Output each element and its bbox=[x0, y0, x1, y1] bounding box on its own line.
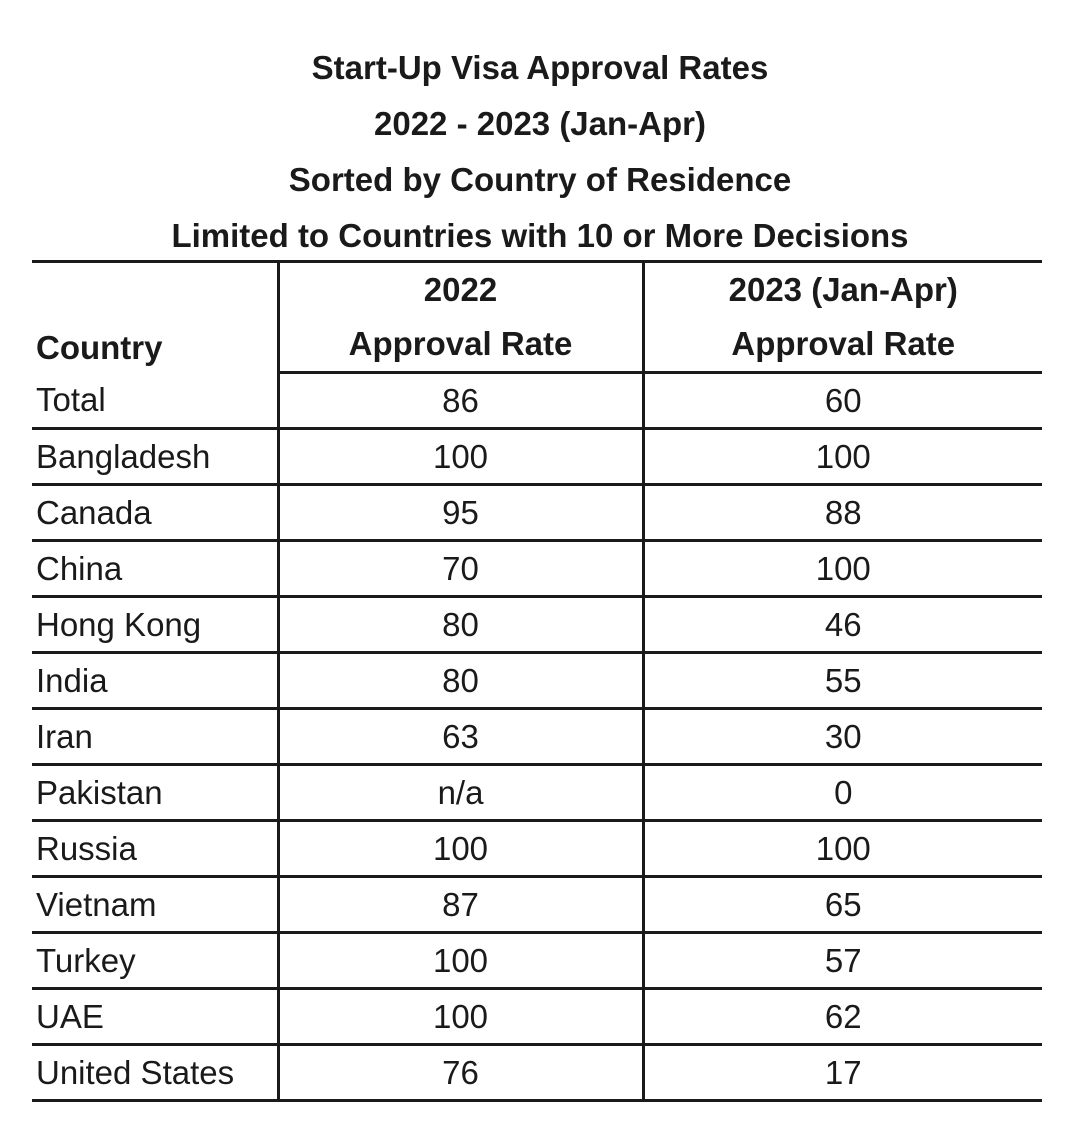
rate-2022-cell: 100 bbox=[276, 988, 643, 1046]
table-row: Bangladesh 100 100 bbox=[32, 428, 1042, 486]
country-cell: Iran bbox=[32, 708, 278, 766]
rate-2023-cell: 88 bbox=[641, 484, 1042, 542]
rate-2022-cell: 63 bbox=[276, 708, 643, 766]
rate-2023-cell: 30 bbox=[641, 708, 1042, 766]
country-cell: Canada bbox=[32, 484, 278, 542]
country-cell: Bangladesh bbox=[32, 428, 278, 486]
country-cell: India bbox=[32, 652, 278, 710]
rate-2023-cell: 100 bbox=[641, 820, 1042, 878]
country-cell: Turkey bbox=[32, 932, 278, 990]
rate-2022-cell: 100 bbox=[276, 428, 643, 486]
country-cell: UAE bbox=[32, 988, 278, 1046]
approval-rate-table: Country 2022 2023 (Jan-Apr) Approval Rat… bbox=[32, 260, 1042, 1102]
rate-2023-cell: 57 bbox=[641, 932, 1042, 990]
country-cell: Total bbox=[32, 372, 278, 430]
rate-2022-cell: n/a bbox=[276, 764, 643, 822]
rate-2022-cell: 80 bbox=[276, 596, 643, 654]
rate-2023-cell: 60 bbox=[641, 372, 1042, 430]
header-country: Country bbox=[32, 260, 278, 373]
table-row: Pakistan n/a 0 bbox=[32, 764, 1042, 822]
rate-2022-cell: 86 bbox=[276, 372, 643, 430]
table-header: Country 2022 2023 (Jan-Apr) Approval Rat… bbox=[32, 260, 1042, 374]
rate-2022-cell: 70 bbox=[276, 540, 643, 598]
table-row: Canada 95 88 bbox=[32, 484, 1042, 542]
rate-2022-cell: 100 bbox=[276, 932, 643, 990]
header-2023-approval-rate: Approval Rate bbox=[641, 317, 1042, 374]
title-line-1: Start-Up Visa Approval Rates bbox=[311, 49, 769, 86]
table-row: UAE 100 62 bbox=[32, 988, 1042, 1046]
rate-2022-cell: 76 bbox=[276, 1044, 643, 1102]
table-row: Hong Kong 80 46 bbox=[32, 596, 1042, 654]
rate-2023-cell: 46 bbox=[641, 596, 1042, 654]
rate-2023-cell: 100 bbox=[641, 428, 1042, 486]
title-line-3: Sorted by Country of Residence bbox=[288, 161, 792, 198]
title-line-4: Limited to Countries with 10 or More Dec… bbox=[171, 217, 909, 254]
country-cell: China bbox=[32, 540, 278, 598]
title-line-2: 2022 - 2023 (Jan-Apr) bbox=[374, 105, 706, 142]
table-body: Total 86 60 Bangladesh 100 100 Canada 95 88 China… bbox=[32, 372, 1042, 1102]
country-cell: Vietnam bbox=[32, 876, 278, 934]
table-row: Vietnam 87 65 bbox=[32, 876, 1042, 934]
header-2022-year: 2022 bbox=[276, 260, 643, 317]
table-row: Total 86 60 bbox=[32, 372, 1042, 430]
country-cell: Russia bbox=[32, 820, 278, 878]
rate-2022-cell: 87 bbox=[276, 876, 643, 934]
rate-2023-cell: 55 bbox=[641, 652, 1042, 710]
rate-2023-cell: 17 bbox=[641, 1044, 1042, 1102]
rate-2023-cell: 100 bbox=[641, 540, 1042, 598]
rate-2022-cell: 95 bbox=[276, 484, 643, 542]
table-row: India 80 55 bbox=[32, 652, 1042, 710]
country-cell: Pakistan bbox=[32, 764, 278, 822]
country-cell: United States bbox=[32, 1044, 278, 1102]
table-title: Start-Up Visa Approval Rates 2022 - 2023… bbox=[0, 40, 1080, 264]
table-row: United States 76 17 bbox=[32, 1044, 1042, 1102]
table-row: China 70 100 bbox=[32, 540, 1042, 598]
rate-2022-cell: 100 bbox=[276, 820, 643, 878]
rate-2023-cell: 62 bbox=[641, 988, 1042, 1046]
table-row: Russia 100 100 bbox=[32, 820, 1042, 878]
table-row: Turkey 100 57 bbox=[32, 932, 1042, 990]
header-2023-year: 2023 (Jan-Apr) bbox=[641, 260, 1042, 317]
header-row-top: Country 2022 2023 (Jan-Apr) bbox=[32, 260, 1042, 373]
rate-2022-cell: 80 bbox=[276, 652, 643, 710]
rate-2023-cell: 65 bbox=[641, 876, 1042, 934]
table-row: Iran 63 30 bbox=[32, 708, 1042, 766]
country-cell: Hong Kong bbox=[32, 596, 278, 654]
rate-2023-cell: 0 bbox=[641, 764, 1042, 822]
header-row-bottom: Approval Rate Approval Rate bbox=[32, 317, 1042, 374]
header-2022-approval-rate: Approval Rate bbox=[276, 317, 643, 374]
